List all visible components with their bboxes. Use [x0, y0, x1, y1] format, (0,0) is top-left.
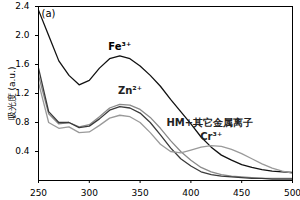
svg-text:1.6: 1.6 [15, 59, 30, 69]
svg-text:300: 300 [81, 188, 98, 198]
svg-text:2.4: 2.4 [15, 1, 30, 11]
svg-text:0.4: 0.4 [15, 146, 30, 156]
svg-text:2.0: 2.0 [15, 30, 30, 40]
svg-text:Fe³⁺: Fe³⁺ [108, 41, 131, 52]
svg-text:500: 500 [284, 188, 300, 198]
svg-text:450: 450 [233, 188, 250, 198]
svg-text:400: 400 [182, 188, 199, 198]
svg-text:Cr³⁺: Cr³⁺ [200, 131, 222, 142]
svg-text:(a): (a) [42, 8, 56, 19]
svg-text:HM+其它金属离子: HM+其它金属离子 [166, 117, 253, 128]
svg-text:吸光度 (a.u.): 吸光度 (a.u.) [7, 67, 17, 121]
svg-text:0.8: 0.8 [15, 117, 30, 127]
svg-text:1.2: 1.2 [15, 88, 29, 98]
svg-text:Zn²⁺: Zn²⁺ [118, 85, 142, 96]
svg-text:350: 350 [132, 188, 149, 198]
svg-text:250: 250 [30, 188, 47, 198]
